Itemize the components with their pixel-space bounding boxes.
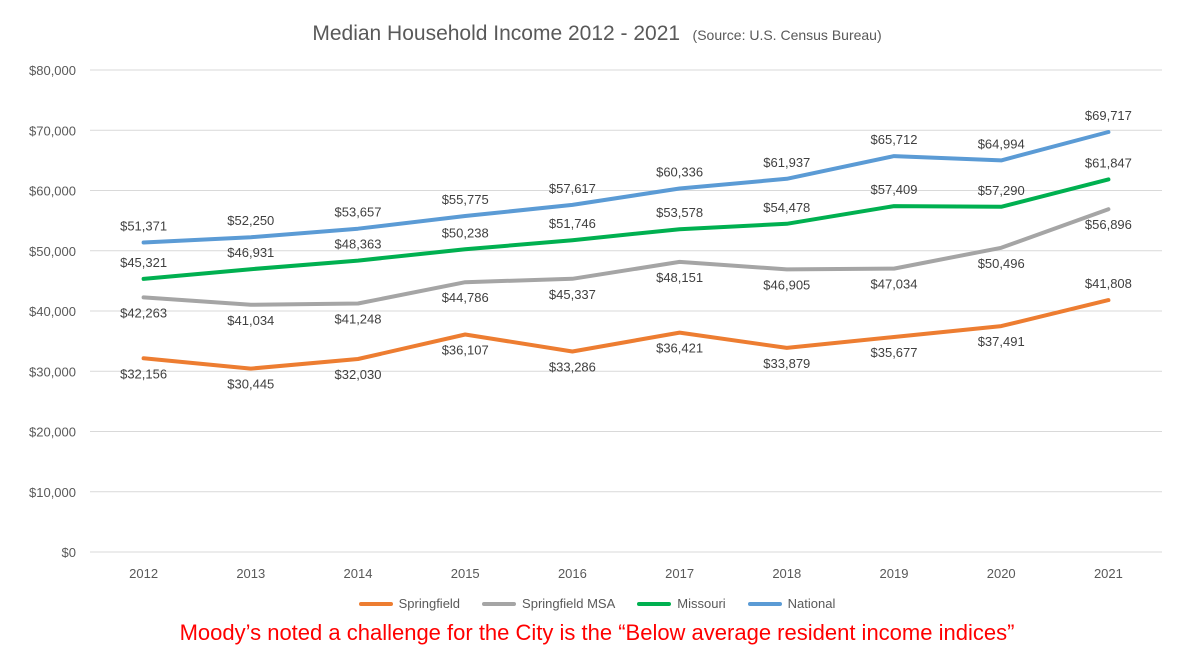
legend: Springfield Springfield MSA Missouri Nat…: [0, 596, 1194, 611]
data-label: $32,030: [335, 367, 382, 382]
x-tick-label: 2021: [1094, 566, 1123, 581]
legend-item-missouri[interactable]: Missouri: [637, 596, 726, 611]
legend-item-national[interactable]: National: [747, 596, 836, 611]
data-label: $30,445: [227, 377, 274, 392]
y-tick-label: $30,000: [29, 364, 76, 379]
data-label: $46,905: [763, 277, 810, 292]
x-axis-ticks: 2012 2013 2014 2015 2016 2017 2018 2019 2020 2021: [129, 566, 1123, 581]
y-tick-label: $0: [62, 545, 76, 560]
data-label: $47,034: [871, 277, 918, 292]
x-tick-label: 2016: [558, 566, 587, 581]
data-label: $52,250: [227, 213, 274, 228]
data-label: $33,286: [549, 359, 596, 374]
legend-swatch-missouri: [637, 601, 672, 606]
data-label: $41,248: [335, 311, 382, 326]
data-label: $56,896: [1085, 217, 1132, 232]
data-label: $61,937: [763, 155, 810, 170]
footnote: Moody’s noted a challenge for the City i…: [179, 620, 1015, 645]
y-tick-label: $10,000: [29, 485, 76, 500]
y-axis-ticks: $0 $10,000 $20,000 $30,000 $40,000 $50,000 $60…: [29, 63, 76, 560]
data-label: $36,421: [656, 341, 703, 356]
data-label: $61,847: [1085, 155, 1132, 170]
data-label: $33,879: [763, 356, 810, 371]
data-label: $55,775: [442, 192, 489, 207]
y-tick-label: $40,000: [29, 304, 76, 319]
legend-label-missouri: Missouri: [677, 596, 726, 611]
data-label: $32,156: [120, 366, 167, 381]
data-label: $60,336: [656, 164, 703, 179]
y-tick-label: $60,000: [29, 184, 76, 199]
legend-item-springfield[interactable]: Springfield: [358, 596, 461, 611]
series-lines: [141, 130, 1111, 371]
data-label: $36,107: [442, 342, 489, 357]
chart-title: Median Household Income 2012 - 2021 (Sou…: [0, 22, 1194, 46]
gridlines: [90, 69, 1162, 553]
chart-subtitle: (Source: U.S. Census Bureau): [692, 27, 882, 43]
data-label: $44,786: [442, 290, 489, 305]
data-label: $57,617: [549, 181, 596, 196]
line-chart: $0 $10,000 $20,000 $30,000 $40,000 $50,000 $60…: [29, 63, 1162, 581]
data-label: $50,496: [978, 256, 1025, 271]
y-tick-label: $20,000: [29, 425, 76, 440]
legend-item-springfield-msa[interactable]: Springfield MSA: [482, 596, 615, 611]
y-tick-label: $50,000: [29, 244, 76, 259]
y-tick-label: $70,000: [29, 123, 76, 138]
legend-swatch-springfield: [358, 601, 393, 606]
legend-swatch-national: [747, 601, 782, 606]
x-tick-label: 2018: [772, 566, 801, 581]
data-label: $48,151: [656, 270, 703, 285]
data-label: $51,746: [549, 216, 596, 231]
data-label: $41,808: [1085, 276, 1132, 291]
data-label: $41,034: [227, 313, 274, 328]
x-tick-label: 2013: [236, 566, 265, 581]
data-label: $45,321: [120, 255, 167, 270]
data-label: $37,491: [978, 334, 1025, 349]
series-line-springfield: [141, 298, 1111, 371]
x-tick-label: 2014: [344, 566, 373, 581]
chart-title-main: Median Household Income 2012 - 2021: [312, 22, 681, 45]
data-label: $57,409: [871, 182, 918, 197]
data-label: $45,337: [549, 287, 596, 302]
series-line-national: [141, 130, 1111, 245]
data-label: $50,238: [442, 225, 489, 240]
legend-label-national: National: [787, 596, 836, 611]
data-label: $64,994: [978, 136, 1025, 151]
data-label: $54,478: [763, 200, 810, 215]
x-tick-label: 2017: [665, 566, 694, 581]
data-label: $35,677: [871, 345, 918, 360]
y-tick-label: $80,000: [29, 63, 76, 78]
x-tick-label: 2015: [451, 566, 480, 581]
data-label: $46,931: [227, 245, 274, 260]
x-tick-label: 2019: [880, 566, 909, 581]
data-label: $69,717: [1085, 108, 1132, 123]
data-label: $51,371: [120, 218, 167, 233]
x-tick-label: 2020: [987, 566, 1016, 581]
data-label: $48,363: [335, 237, 382, 252]
data-label: $53,657: [335, 205, 382, 220]
series-line-springfield-msa: [141, 207, 1111, 307]
data-label: $57,290: [978, 183, 1025, 198]
legend-label-springfield-msa: Springfield MSA: [522, 596, 616, 611]
data-label: $65,712: [871, 132, 918, 147]
data-label: $42,263: [120, 305, 167, 320]
x-tick-label: 2012: [129, 566, 158, 581]
data-label: $53,578: [656, 205, 703, 220]
legend-label-springfield: Springfield: [398, 596, 461, 611]
data-labels: $32,156 $30,445 $32,030 $36,107 $33,286 $36,4…: [120, 108, 1132, 392]
series-line-missouri: [141, 177, 1111, 281]
legend-swatch-springfield-msa: [482, 601, 517, 606]
